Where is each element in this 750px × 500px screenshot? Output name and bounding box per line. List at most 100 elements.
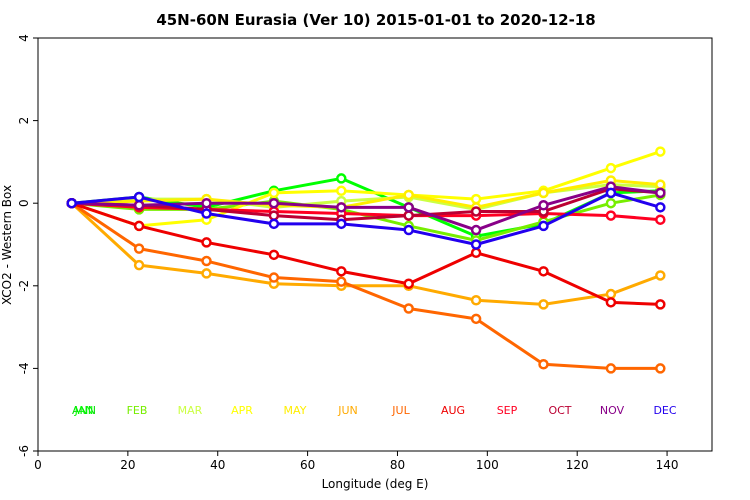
chart-title: 45N-60N Eurasia (Ver 10) 2015-01-01 to 2…: [156, 11, 595, 29]
data-point: [605, 363, 617, 374]
data-point: [538, 220, 549, 232]
series-layer: [66, 146, 666, 374]
data-point: [201, 255, 212, 267]
data-point: [403, 278, 414, 289]
data-point: [268, 218, 280, 230]
y-tick-label: 2: [17, 117, 31, 125]
legend-jan: JAN: [74, 404, 94, 417]
data-point: [470, 313, 482, 325]
data-point: [403, 210, 414, 221]
x-tick-label: 140: [656, 458, 679, 472]
data-point: [336, 276, 347, 287]
x-tick-label: 120: [566, 458, 589, 472]
data-point: [470, 295, 482, 306]
plot-frame: [37, 37, 713, 452]
y-tick-label: 4: [17, 34, 31, 42]
data-point: [268, 187, 280, 199]
x-tick-label: 80: [390, 458, 405, 472]
data-point: [201, 197, 212, 209]
data-point: [538, 200, 549, 211]
data-point: [336, 266, 347, 277]
data-point: [133, 191, 145, 203]
data-point: [336, 185, 347, 197]
y-axis-label: XCO2 - Western Box: [0, 185, 14, 305]
x-tick-label: 100: [476, 458, 499, 472]
data-point: [605, 297, 617, 308]
data-point: [201, 208, 212, 219]
data-point: [336, 173, 347, 184]
data-point: [470, 206, 482, 217]
legend-ann: ANN: [72, 404, 96, 417]
x-axis: 0 20 40 60 80 100 120 140: [34, 451, 679, 472]
data-point: [336, 218, 347, 230]
data-point: [403, 202, 414, 213]
data-point: [403, 189, 414, 201]
legend-jul: JUL: [391, 404, 410, 417]
data-point: [655, 363, 666, 374]
x-tick-label: 60: [300, 458, 315, 472]
data-point: [403, 303, 414, 314]
y-tick-label: 0: [17, 199, 31, 207]
legend-mar: MAR: [178, 404, 203, 417]
data-point: [201, 268, 212, 279]
y-axis: -6 -4 -2 0 2 4: [17, 34, 38, 457]
series-line: [70, 201, 661, 370]
series-line: [71, 178, 661, 209]
legend-sep: SEP: [497, 404, 518, 417]
x-tick-label: 40: [210, 458, 225, 472]
data-point: [268, 272, 280, 283]
data-point: [403, 224, 414, 236]
x-axis-label: Longitude (deg E): [322, 477, 429, 491]
data-point: [538, 187, 549, 199]
data-point: [336, 202, 347, 213]
series-line: [71, 191, 661, 246]
legend-oct: OCT: [548, 404, 571, 417]
data-point: [605, 162, 617, 174]
data-point: [655, 202, 666, 213]
data-point: [605, 187, 617, 199]
data-point: [655, 299, 666, 310]
data-point: [268, 249, 280, 261]
legend-may: MAY: [284, 404, 307, 417]
legend-apr: APR: [231, 404, 253, 417]
data-point: [133, 243, 145, 254]
legend-dec: DEC: [653, 404, 676, 417]
series-line: [71, 150, 661, 228]
legend-feb: FEB: [127, 404, 148, 417]
x-tick-label: 0: [34, 458, 42, 472]
data-point: [655, 146, 666, 157]
data-point: [655, 179, 666, 190]
data-point: [201, 237, 212, 248]
data-point: [655, 270, 666, 281]
series-line: [71, 201, 661, 306]
data-point: [268, 210, 280, 221]
y-tick-label: -6: [17, 445, 31, 457]
series-dec: [66, 187, 666, 250]
data-point: [470, 193, 482, 205]
data-point: [470, 247, 482, 259]
data-point: [538, 359, 549, 370]
data-point: [538, 299, 549, 310]
y-tick-label: -4: [17, 362, 31, 374]
legend-jun: JUN: [337, 404, 358, 417]
series-line: [71, 187, 661, 222]
data-point: [470, 239, 482, 250]
data-point: [133, 200, 145, 211]
legend-aug: AUG: [441, 404, 465, 417]
data-point: [655, 187, 666, 199]
x-tick-label: 20: [120, 458, 135, 472]
data-point: [655, 214, 666, 225]
y-tick-label: -2: [17, 280, 31, 292]
data-point: [538, 266, 549, 277]
data-point: [605, 197, 617, 209]
data-point: [66, 197, 77, 209]
data-point: [268, 197, 280, 209]
legend-nov: NOV: [600, 404, 625, 417]
data-point: [133, 220, 145, 232]
data-point: [470, 224, 482, 236]
data-point: [605, 210, 617, 221]
data-point: [605, 288, 617, 300]
